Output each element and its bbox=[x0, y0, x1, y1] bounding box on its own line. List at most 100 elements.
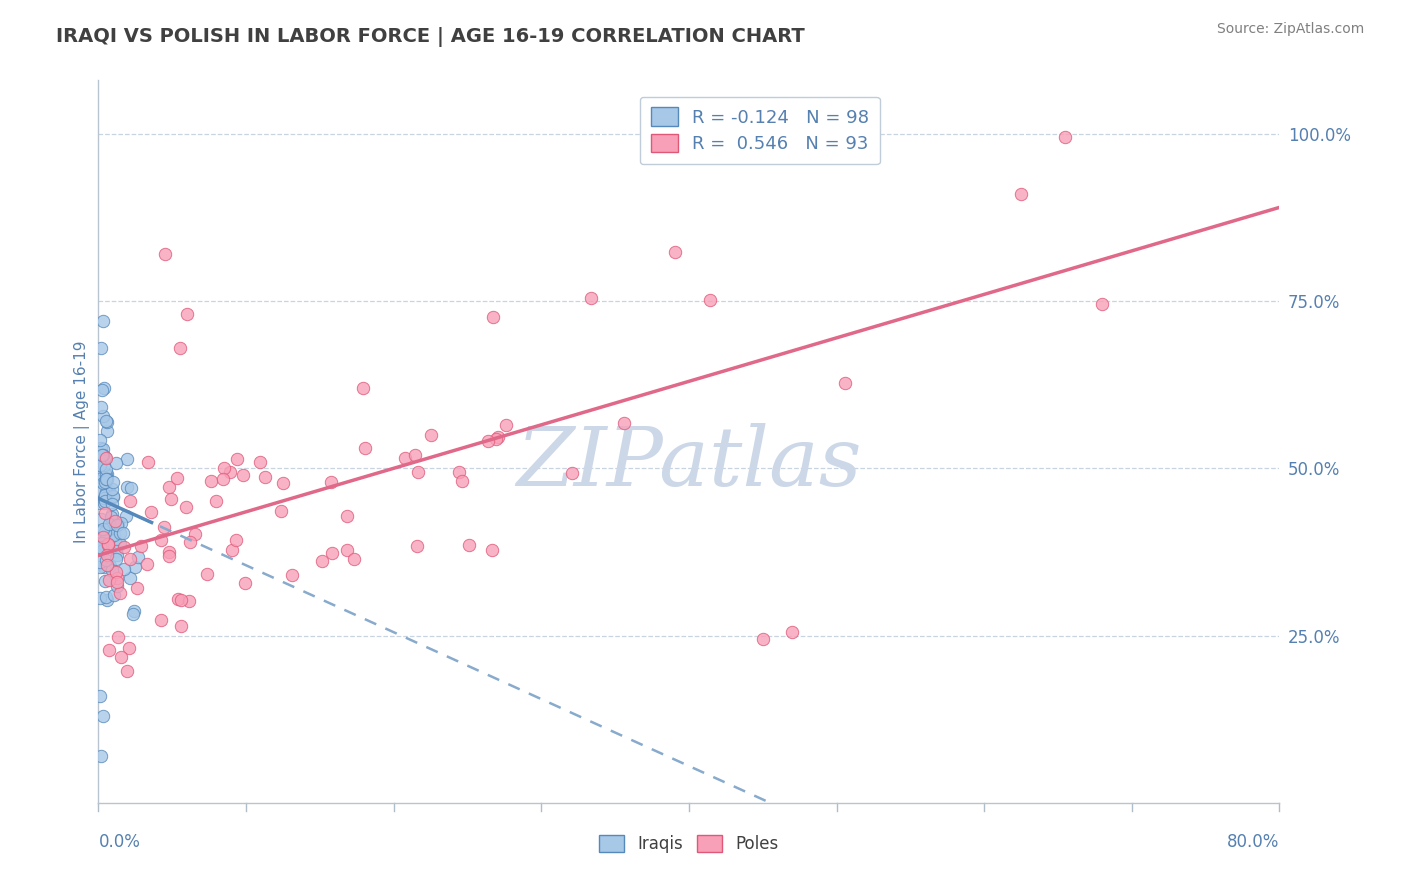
Point bbox=[127, 550, 149, 565]
Point bbox=[118, 571, 141, 585]
Point bbox=[97, 538, 120, 552]
Legend: Iraqis, Poles: Iraqis, Poles bbox=[593, 828, 785, 860]
Point bbox=[226, 451, 249, 466]
Point bbox=[481, 543, 503, 558]
Point bbox=[90, 401, 112, 415]
Point bbox=[89, 458, 111, 473]
Point bbox=[110, 516, 132, 530]
Point bbox=[91, 708, 114, 723]
Point bbox=[212, 461, 235, 475]
Point bbox=[121, 607, 143, 622]
Point bbox=[93, 559, 115, 574]
Point bbox=[115, 480, 138, 494]
Point bbox=[184, 527, 207, 541]
Point bbox=[97, 537, 120, 551]
Point bbox=[93, 532, 115, 546]
Point bbox=[115, 451, 138, 466]
Point bbox=[157, 545, 180, 559]
Point bbox=[135, 557, 157, 571]
Point bbox=[311, 554, 333, 568]
Point bbox=[91, 468, 114, 483]
Text: Source: ZipAtlas.com: Source: ZipAtlas.com bbox=[1216, 22, 1364, 37]
Point bbox=[200, 474, 222, 488]
Point bbox=[495, 417, 517, 432]
Point bbox=[406, 539, 429, 553]
Point bbox=[232, 467, 254, 482]
Point bbox=[104, 543, 127, 558]
Point bbox=[1091, 297, 1114, 311]
Point bbox=[121, 481, 143, 495]
Point bbox=[91, 314, 114, 328]
Point bbox=[112, 540, 135, 554]
Point bbox=[105, 579, 128, 593]
Point bbox=[485, 432, 508, 446]
Point bbox=[451, 474, 474, 488]
Point bbox=[96, 472, 118, 486]
Point bbox=[94, 553, 117, 567]
Point bbox=[96, 593, 118, 607]
Point bbox=[120, 493, 142, 508]
Point bbox=[157, 480, 180, 494]
Point bbox=[103, 527, 125, 541]
Point bbox=[103, 490, 125, 504]
Point bbox=[90, 749, 112, 764]
Point bbox=[94, 484, 117, 499]
Point bbox=[91, 383, 114, 397]
Point bbox=[101, 563, 124, 577]
Point bbox=[90, 442, 112, 456]
Point bbox=[89, 496, 111, 510]
Point bbox=[97, 522, 120, 536]
Point bbox=[108, 537, 131, 551]
Point bbox=[270, 504, 292, 518]
Point bbox=[101, 507, 124, 521]
Point bbox=[89, 459, 111, 474]
Point bbox=[404, 448, 426, 462]
Point bbox=[160, 491, 183, 506]
Point bbox=[96, 537, 118, 551]
Point bbox=[233, 576, 256, 591]
Point bbox=[1010, 187, 1032, 202]
Point bbox=[105, 552, 128, 566]
Point bbox=[136, 455, 159, 469]
Point bbox=[96, 415, 118, 429]
Point bbox=[96, 450, 118, 465]
Point bbox=[321, 545, 343, 559]
Point bbox=[125, 581, 148, 595]
Point bbox=[104, 515, 127, 529]
Point bbox=[98, 483, 121, 498]
Point bbox=[100, 521, 122, 535]
Point bbox=[253, 470, 276, 484]
Point bbox=[94, 590, 117, 604]
Point bbox=[93, 496, 115, 510]
Point bbox=[221, 542, 243, 557]
Point bbox=[124, 559, 146, 574]
Point bbox=[94, 524, 117, 539]
Point bbox=[90, 470, 112, 484]
Point bbox=[458, 538, 481, 552]
Point bbox=[94, 472, 117, 486]
Text: ZIPatlas: ZIPatlas bbox=[516, 423, 862, 503]
Point bbox=[406, 465, 429, 479]
Point bbox=[664, 244, 686, 259]
Point bbox=[89, 689, 111, 703]
Point bbox=[834, 376, 856, 391]
Point bbox=[167, 591, 190, 606]
Point bbox=[419, 428, 441, 442]
Point bbox=[94, 475, 117, 490]
Y-axis label: In Labor Force | Age 16-19: In Labor Force | Age 16-19 bbox=[75, 340, 90, 543]
Point bbox=[153, 520, 176, 534]
Point bbox=[447, 465, 470, 479]
Point bbox=[354, 442, 377, 456]
Point bbox=[110, 650, 132, 665]
Point bbox=[157, 549, 180, 564]
Point bbox=[91, 530, 114, 544]
Point bbox=[98, 558, 121, 573]
Point bbox=[169, 341, 191, 355]
Point bbox=[166, 471, 188, 485]
Point bbox=[94, 488, 117, 502]
Point bbox=[100, 509, 122, 524]
Point bbox=[94, 523, 117, 537]
Point bbox=[249, 455, 271, 469]
Point bbox=[89, 475, 111, 489]
Point bbox=[107, 517, 129, 532]
